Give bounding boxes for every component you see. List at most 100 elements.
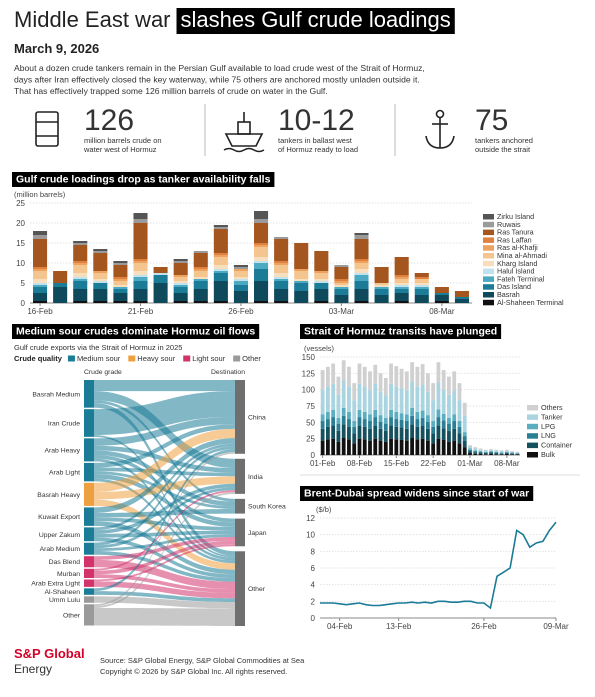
y-tick-label: 10 [16, 259, 25, 268]
bar-segment [399, 439, 404, 455]
bar-segment [441, 439, 446, 455]
flow [94, 607, 235, 626]
bar-segment [441, 428, 446, 440]
legend-swatch [483, 214, 494, 220]
bar-segment [33, 269, 48, 271]
bar-segment [113, 301, 128, 303]
bar-segment [73, 245, 88, 261]
chart-title-bg [300, 486, 534, 501]
bar-segment [473, 447, 478, 449]
x-tick-label: 26-Feb [228, 307, 254, 316]
bar-segment [510, 451, 514, 453]
flow [94, 540, 235, 575]
bar-segment [410, 407, 414, 416]
bar-segment [420, 410, 425, 418]
bar-segment [374, 285, 389, 287]
bar-segment [254, 223, 269, 243]
bar-segment [383, 395, 388, 418]
legend-label: Tanker [541, 412, 563, 421]
flow [94, 534, 235, 552]
legend-label: Halul Island [497, 267, 535, 276]
bar-segment [193, 281, 208, 289]
bar-segment [336, 417, 341, 424]
bar-segment [354, 281, 369, 289]
y-axis-label: (million barrels) [14, 190, 66, 199]
bar-segment [420, 425, 425, 439]
bar-segment [378, 391, 383, 416]
bar-segment [331, 438, 336, 455]
flow [94, 508, 235, 518]
bar-segment [457, 433, 462, 444]
bar-segment [383, 441, 388, 455]
bar-segment [499, 453, 504, 455]
bar-segment [494, 451, 499, 453]
flow [94, 530, 235, 538]
bar-segment [420, 417, 425, 426]
bar-segment [354, 275, 369, 281]
bar-segment [233, 277, 248, 279]
bar-segment [499, 452, 504, 454]
bar-segment [336, 430, 341, 442]
flow [94, 380, 235, 392]
bar-segment [394, 301, 409, 303]
bar-segment [354, 235, 369, 239]
bar-segment [331, 409, 336, 418]
bar-segment [133, 263, 148, 271]
flow [94, 596, 235, 609]
bar-segment [399, 427, 404, 440]
bar-segment [389, 383, 393, 410]
bar-segment [457, 400, 462, 422]
bar-segment [373, 383, 378, 410]
bar-segment [414, 279, 429, 283]
bar-segment [213, 271, 228, 273]
bar-segment [193, 271, 208, 277]
bar-segment [53, 283, 68, 287]
legend-title: Crude quality [14, 354, 63, 363]
x-tick-label: 08-Mar [494, 459, 520, 468]
bar-segment [510, 451, 514, 452]
bar-segment [447, 423, 451, 431]
bar-segment [193, 301, 208, 303]
bar-segment [426, 391, 430, 416]
bar-segment [489, 451, 493, 452]
bar-segment [274, 239, 289, 261]
bar-segment [173, 301, 188, 303]
bar-segment [352, 400, 357, 422]
bar-segment [294, 283, 309, 291]
bar-segment [436, 417, 441, 426]
source-label: Other [63, 612, 81, 619]
bar-segment [133, 275, 148, 277]
legend-swatch [233, 355, 241, 362]
bar-segment [347, 366, 351, 387]
bar-segment [374, 283, 389, 285]
source-label: Basrah Heavy [37, 492, 80, 499]
bar-segment [374, 289, 389, 295]
source-node [84, 527, 94, 542]
bar-segment [274, 261, 289, 263]
bar-segment [73, 243, 88, 245]
bar-segment [213, 229, 228, 253]
bar-segment [213, 257, 228, 265]
bar-segment [462, 432, 467, 437]
bar-segment [499, 454, 504, 455]
bar-segment [394, 277, 409, 279]
legend-label: Ras Laffan [497, 235, 532, 244]
bar-segment [478, 451, 483, 453]
x-tick-label: 15-Feb [384, 459, 410, 468]
bar-segment [254, 211, 269, 219]
title: Middle East war [14, 7, 171, 32]
bar-segment [373, 409, 378, 418]
bar-segment [213, 273, 228, 281]
bar-segment [213, 227, 228, 229]
bar-segment [341, 415, 346, 425]
bar-segment [153, 273, 168, 275]
legend-swatch [483, 245, 494, 251]
bar-segment [341, 407, 346, 416]
legend-swatch [527, 452, 538, 458]
legend-label: Bulk [541, 450, 555, 459]
bar-segment [414, 273, 429, 277]
bar-segment [294, 243, 309, 269]
legend-label: Basrah [497, 290, 520, 299]
bar-segment [33, 231, 48, 235]
bar-segment [33, 285, 48, 287]
